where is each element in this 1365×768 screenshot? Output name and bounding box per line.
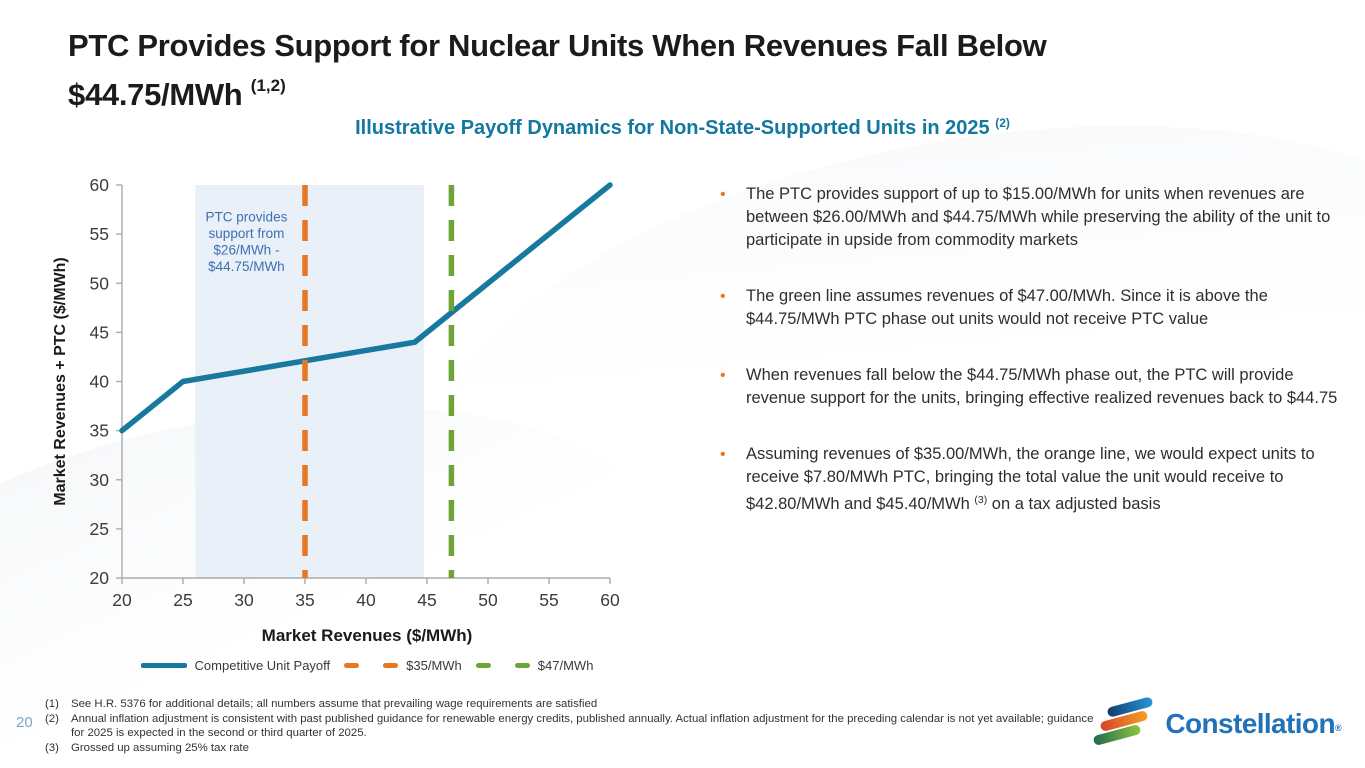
constellation-swoosh-icon [1092, 696, 1157, 752]
chart-title: Illustrative Payoff Dynamics for Non-Sta… [0, 116, 1365, 140]
svg-text:support from: support from [209, 226, 285, 241]
svg-text:45: 45 [90, 322, 109, 342]
svg-text:$26/MWh -: $26/MWh - [213, 242, 279, 257]
svg-text:40: 40 [356, 590, 376, 610]
svg-text:35: 35 [90, 421, 109, 441]
payoff-chart: 20 25 30 35 40 45 50 55 60 20 25 30 35 40 45 50 55 60 Mark… [45, 160, 675, 673]
svg-text:55: 55 [539, 590, 558, 610]
bullet-marker: • [720, 446, 726, 463]
footnote-text: Grossed up assuming 25% tax rate [71, 741, 249, 754]
registered-mark: ® [1334, 723, 1342, 733]
svg-text:55: 55 [90, 224, 109, 244]
legend-item-47mwh: $47/MWh [475, 658, 594, 673]
bullet-text: The PTC provides support of up to $15.00… [746, 185, 1331, 249]
svg-text:35: 35 [295, 590, 314, 610]
bullet-item: • When revenues fall below the $44.75/MW… [720, 364, 1342, 410]
title-line2: $44.75/MWh [68, 77, 243, 112]
svg-text:45: 45 [417, 590, 436, 610]
legend-line-swatch [140, 663, 187, 668]
footnote-3: (3) Grossed up assuming 25% tax rate [45, 741, 1095, 756]
bullet-list: • The PTC provides support of up to $15.… [720, 183, 1342, 516]
svg-text:30: 30 [90, 470, 110, 490]
bullet-marker: • [720, 288, 726, 305]
bullet-marker: • [720, 367, 726, 384]
svg-text:$44.75/MWh: $44.75/MWh [208, 259, 285, 274]
svg-text:50: 50 [90, 273, 110, 293]
bullet-marker: • [720, 186, 726, 203]
svg-text:PTC provides: PTC provides [206, 209, 288, 224]
legend-item-35mwh: $35/MWh [344, 658, 462, 673]
footnote-2: (2) Annual inflation adjustment is consi… [45, 712, 1095, 741]
chart-title-text: Illustrative Payoff Dynamics for Non-Sta… [355, 117, 990, 139]
title-footnote-ref: (1,2) [250, 76, 286, 95]
chart-plot-area: 20 25 30 35 40 45 50 55 60 20 25 30 35 40 45 50 55 60 Mark… [52, 175, 620, 610]
svg-text:60: 60 [600, 590, 620, 610]
svg-text:60: 60 [90, 175, 110, 195]
title-line1: PTC Provides Support for Nuclear Units W… [68, 28, 1047, 63]
svg-text:20: 20 [112, 590, 132, 610]
constellation-wordmark: Constellation® [1165, 708, 1342, 739]
legend-label: Competitive Unit Payoff [194, 658, 331, 673]
svg-text:40: 40 [90, 372, 110, 392]
bullet-text: The green line assumes revenues of $47.0… [746, 287, 1268, 328]
footnote-number: (1) [45, 698, 59, 710]
legend-label: $35/MWh [406, 658, 462, 673]
svg-text:50: 50 [478, 590, 498, 610]
page-title: PTC Provides Support for Nuclear Units W… [68, 26, 1248, 115]
footnotes: (1) See H.R. 5376 for additional details… [45, 697, 1095, 755]
footnote-text: Annual inflation adjustment is consisten… [71, 712, 1094, 740]
footnote-number: (2) [45, 712, 59, 725]
svg-text:25: 25 [173, 590, 192, 610]
legend-item-competitive-unit-payoff: Competitive Unit Payoff [140, 658, 331, 673]
bullet-item: • The PTC provides support of up to $15.… [720, 183, 1342, 252]
svg-text:20: 20 [90, 568, 110, 588]
bullet-item: • Assuming revenues of $35.00/MWh, the o… [720, 443, 1342, 516]
legend-dash-swatch [344, 663, 399, 668]
footnote-1: (1) See H.R. 5376 for additional details… [45, 697, 1095, 712]
bullet-text: When revenues fall below the $44.75/MWh … [746, 366, 1338, 407]
chart-legend: Competitive Unit Payoff $35/MWh $47/MWh [45, 658, 675, 673]
svg-text:30: 30 [234, 590, 254, 610]
bullet-footnote-ref: (3) [974, 494, 988, 506]
bullet-text: Assuming revenues of $35.00/MWh, the ora… [746, 445, 1315, 513]
footnote-number: (3) [45, 741, 59, 754]
svg-text:Market Revenues + PTC ($/MWh): Market Revenues + PTC ($/MWh) [52, 257, 69, 506]
legend-label: $47/MWh [537, 658, 594, 673]
page-number: 20 [16, 714, 33, 731]
footnote-text: See H.R. 5376 for additional details; al… [71, 698, 598, 710]
bullet-item: • The green line assumes revenues of $47… [720, 285, 1342, 331]
x-axis-label: Market Revenues ($/MWh) [261, 626, 473, 645]
legend-dash-swatch [475, 663, 530, 668]
constellation-logo: Constellation® [1092, 696, 1342, 752]
chart-title-footnote-ref: (2) [995, 116, 1010, 130]
svg-text:25: 25 [90, 519, 109, 539]
